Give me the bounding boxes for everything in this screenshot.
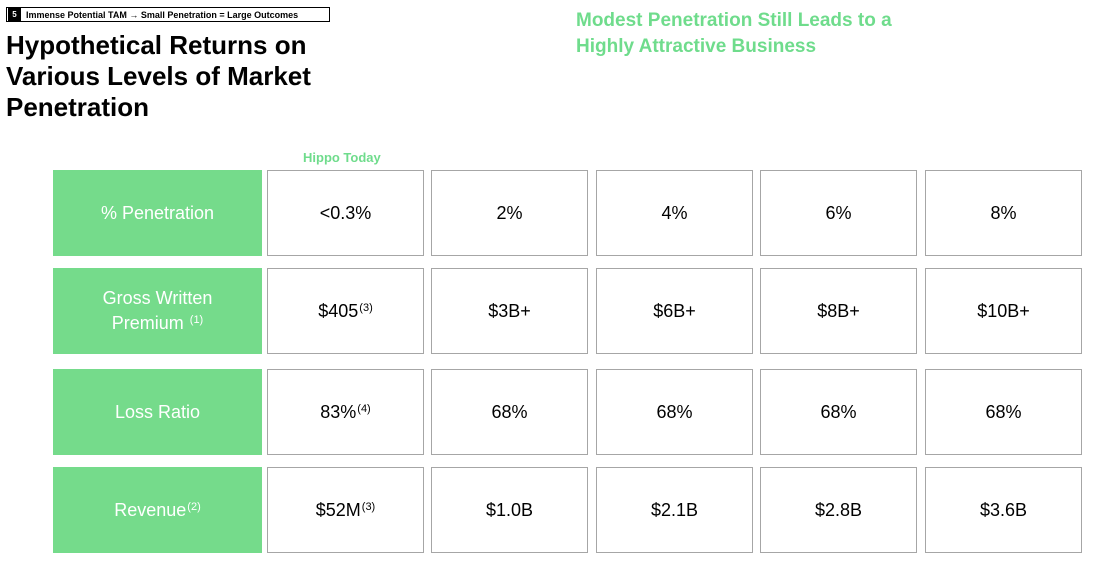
table-cell: $6B+ — [596, 268, 753, 354]
table-cell: 6% — [760, 170, 917, 256]
cell-value: 6% — [825, 202, 852, 223]
cell-value: 8% — [990, 202, 1017, 223]
cell-value: $1.0B — [485, 499, 534, 520]
table-cell: $1.0B — [431, 467, 588, 553]
table-cell: 68% — [760, 369, 917, 455]
row-label-text: Gross Written — [102, 288, 213, 308]
cell-value: <0.3% — [319, 202, 372, 223]
row-label-text: Revenue — [114, 499, 187, 520]
footnote-ref: (2) — [187, 500, 201, 513]
row-label-line2-text: Premium — [111, 313, 184, 333]
cell-value: $405 — [318, 300, 359, 321]
cell-value: 68% — [491, 401, 528, 422]
cell-value: $6B+ — [653, 300, 696, 321]
table-cell: 68% — [925, 369, 1082, 455]
footnote-ref: (3) — [361, 501, 376, 513]
table-cell: $3B+ — [431, 268, 588, 354]
table-cell: 68% — [596, 369, 753, 455]
footnote-ref: (1) — [189, 314, 204, 326]
table-cell: $10B+ — [925, 268, 1082, 354]
cell-value: $3B+ — [488, 300, 531, 321]
headline: Modest Penetration Still Leads to a High… — [576, 10, 892, 57]
table-cell: $2.8B — [760, 467, 917, 553]
table-cell: $405 (3) — [267, 268, 424, 354]
row-label-gross-written-premium: Gross Written Premium (1) — [53, 268, 262, 354]
row-label-text: % Penetration — [100, 202, 215, 223]
row-label-text: Loss Ratio — [114, 401, 201, 422]
row-label-loss-ratio: Loss Ratio — [53, 369, 262, 455]
table-cell: 2% — [431, 170, 588, 256]
table-cell: 4% — [596, 170, 753, 256]
section-number: 5 — [8, 8, 21, 21]
footnote-ref: (4) — [357, 403, 371, 415]
table-cell: $3.6B — [925, 467, 1082, 553]
cell-value: $2.1B — [650, 499, 699, 520]
table-cell: <0.3% — [267, 170, 424, 256]
table-cell: $52M (3) — [267, 467, 424, 553]
cell-value: $3.6B — [979, 499, 1028, 520]
table-cell: 83% (4) — [267, 369, 424, 455]
cell-value: 68% — [820, 401, 857, 422]
row-label-revenue: Revenue (2) — [53, 467, 262, 553]
page-title: Hypothetical Returns on Various Levels o… — [6, 30, 311, 122]
section-tag: 5 Immense Potential TAM → Small Penetrat… — [6, 7, 330, 22]
cell-value: $52M — [315, 499, 361, 520]
cell-value: $10B+ — [977, 300, 1030, 321]
cell-value: 68% — [656, 401, 693, 422]
table-cell: 68% — [431, 369, 588, 455]
table-cell: $2.1B — [596, 467, 753, 553]
table-cell: $8B+ — [760, 268, 917, 354]
hippo-today-label: Hippo Today — [303, 150, 381, 165]
row-label-line2: Premium (1) — [112, 311, 203, 336]
cell-value: 2% — [496, 202, 523, 223]
cell-value: $2.8B — [814, 499, 863, 520]
row-label-penetration: % Penetration — [53, 170, 262, 256]
cell-value: 83% — [320, 401, 357, 422]
cell-value: $8B+ — [817, 300, 860, 321]
section-tag-text: Immense Potential TAM → Small Penetratio… — [26, 9, 299, 20]
cell-value: 4% — [661, 202, 688, 223]
cell-value: 68% — [985, 401, 1022, 422]
table-cell: 8% — [925, 170, 1082, 256]
footnote-ref: (3) — [359, 302, 373, 314]
